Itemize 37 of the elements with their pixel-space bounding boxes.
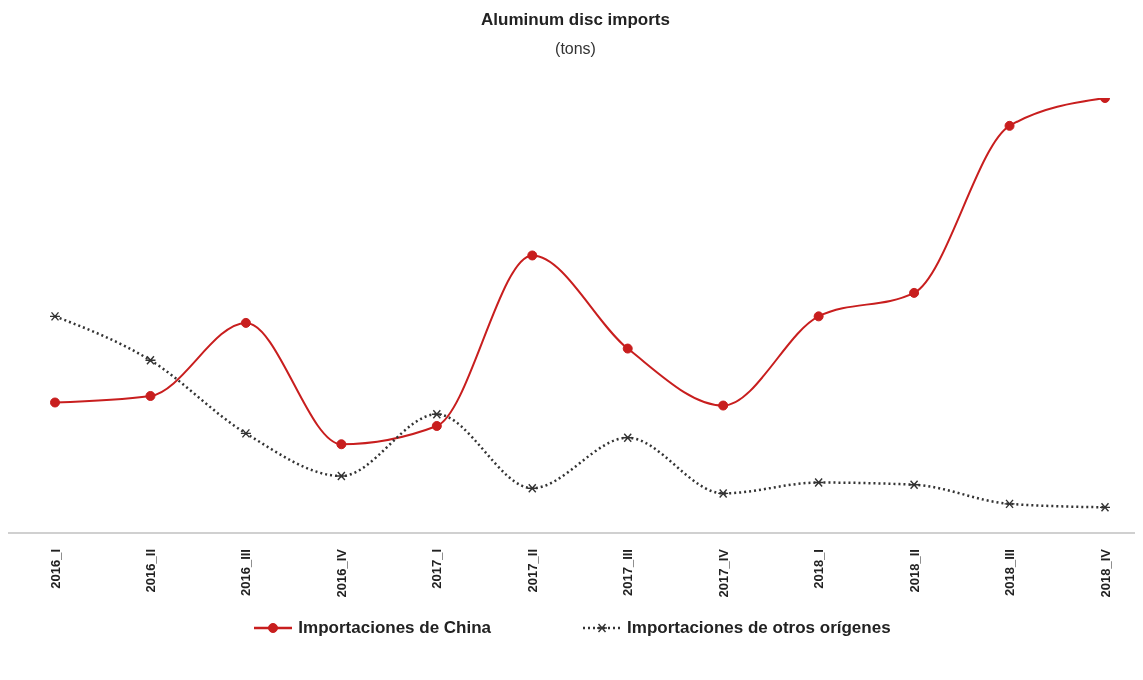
point bbox=[1003, 499, 1016, 509]
point bbox=[812, 477, 825, 488]
x-tick-label: 2016_III bbox=[238, 549, 254, 596]
point bbox=[813, 311, 824, 322]
x-tick-label: 2018_I bbox=[811, 549, 827, 589]
legend-label: Importaciones de otros orígenes bbox=[627, 618, 891, 638]
x-tick-label: 2017_IV bbox=[715, 548, 731, 598]
point bbox=[717, 488, 729, 499]
x-tick-label: 2016_II bbox=[142, 549, 158, 593]
point bbox=[622, 343, 633, 354]
point bbox=[908, 480, 920, 490]
point bbox=[49, 311, 61, 322]
point bbox=[1099, 502, 1111, 513]
point bbox=[240, 317, 251, 328]
x-tick-label: 2017_II bbox=[524, 549, 540, 593]
point bbox=[145, 390, 156, 401]
legend-label: Importaciones de China bbox=[298, 618, 492, 638]
chart-title: Aluminum disc imports bbox=[480, 10, 671, 30]
point bbox=[431, 420, 442, 431]
chart-subtitle: (tons) bbox=[554, 40, 597, 58]
point bbox=[336, 439, 347, 450]
point bbox=[909, 287, 920, 298]
x-tick-label: 2017_I bbox=[429, 549, 445, 589]
x-tick-label: 2018_IV bbox=[1097, 548, 1113, 598]
point bbox=[431, 409, 443, 419]
point bbox=[718, 400, 729, 411]
point bbox=[527, 250, 538, 261]
x-tick-label: 2018_II bbox=[906, 549, 922, 593]
point bbox=[526, 483, 538, 493]
point bbox=[144, 355, 157, 366]
x-tick-label: 2016_IV bbox=[333, 548, 349, 598]
x-tick-label: 2016_I bbox=[47, 549, 63, 589]
x-tick-label: 2017_III bbox=[620, 549, 636, 596]
point bbox=[1004, 120, 1015, 131]
point bbox=[240, 428, 252, 439]
x-tick-label: 2018_III bbox=[1002, 549, 1018, 596]
point bbox=[50, 397, 60, 408]
